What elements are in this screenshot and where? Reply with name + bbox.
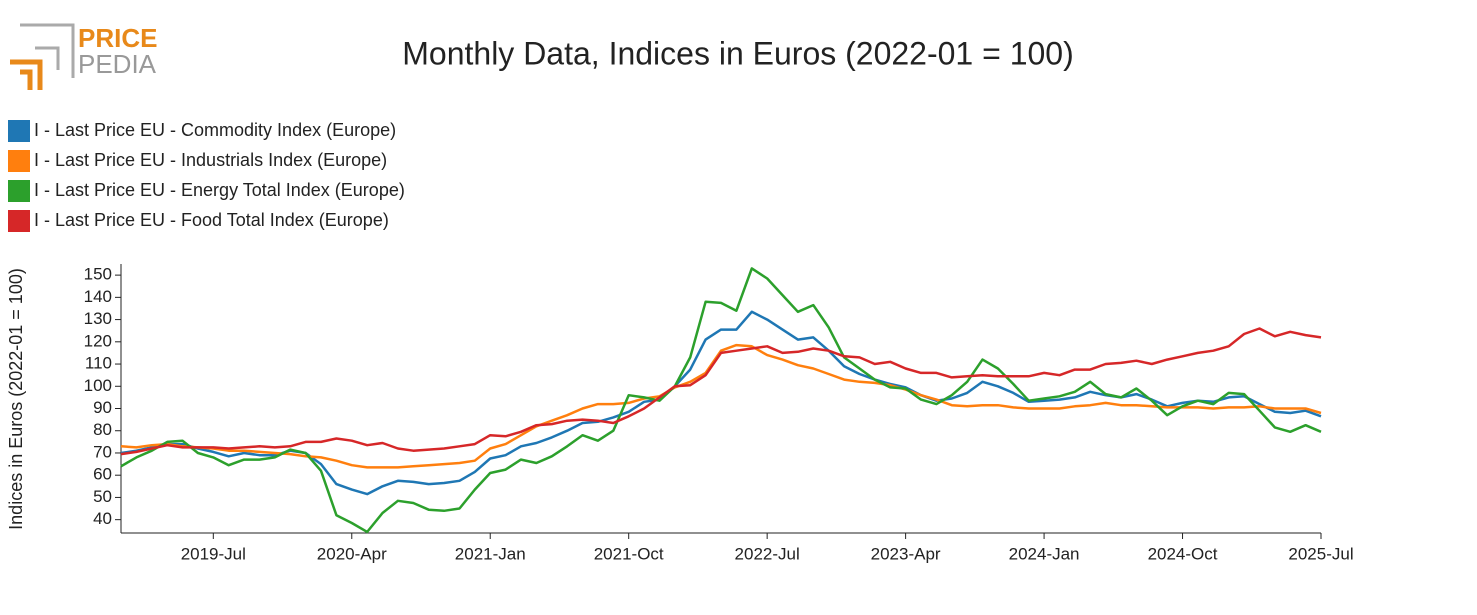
legend-label: I - Last Price EU - Energy Total Index (… (34, 180, 405, 200)
legend-swatch (8, 210, 30, 232)
y-tick-label: 40 (93, 509, 112, 528)
x-tick-label: 2022-Jul (735, 544, 800, 563)
y-tick-label: 110 (85, 354, 112, 373)
line-series (120, 343, 1322, 469)
logo-mark (10, 59, 43, 90)
logo-frame-inner (35, 46, 60, 70)
y-tick-label: 100 (84, 376, 112, 395)
x-tick-label: 2021-Jan (455, 544, 526, 563)
x-tick-label: 2025-Jul (1288, 544, 1353, 563)
y-tick-label: 50 (93, 487, 112, 506)
y-tick-label: 130 (84, 309, 112, 328)
x-tick-label: 2021-Oct (594, 544, 664, 563)
legend-swatch (8, 180, 30, 202)
x-tick-label: 2023-Apr (871, 544, 941, 563)
logo: PRICE PEDIA (10, 23, 157, 90)
y-tick-label: 80 (93, 420, 112, 439)
x-tick-label: 2020-Apr (317, 544, 387, 563)
y-tick-label: 140 (84, 287, 112, 306)
y-tick-label: 70 (93, 442, 112, 461)
legend-swatch (8, 150, 30, 172)
x-tick-label: 2024-Oct (1148, 544, 1218, 563)
y-tick-label: 90 (93, 398, 112, 417)
y-axis-label: Indices in Euros (2022-01 = 100) (6, 268, 26, 530)
y-tick-label: 60 (93, 465, 112, 484)
logo-frame (20, 23, 75, 78)
chart-title: Monthly Data, Indices in Euros (2022-01 … (402, 35, 1073, 71)
legend-label: I - Last Price EU - Food Total Index (Eu… (34, 210, 389, 230)
legend-label: I - Last Price EU - Commodity Index (Eur… (34, 120, 396, 140)
legend-label: I - Last Price EU - Industrials Index (E… (34, 150, 387, 170)
x-tick-label: 2019-Jul (181, 544, 246, 563)
logo-bottom: PEDIA (78, 49, 157, 79)
x-tick-label: 2024-Jan (1009, 544, 1080, 563)
y-tick-label: 120 (84, 331, 112, 350)
line-series (120, 327, 1322, 456)
line-series (120, 310, 1322, 496)
y-tick-label: 150 (84, 265, 112, 284)
legend-swatch (8, 120, 30, 142)
logo-top: PRICE (78, 23, 157, 53)
line-series (120, 267, 1322, 534)
